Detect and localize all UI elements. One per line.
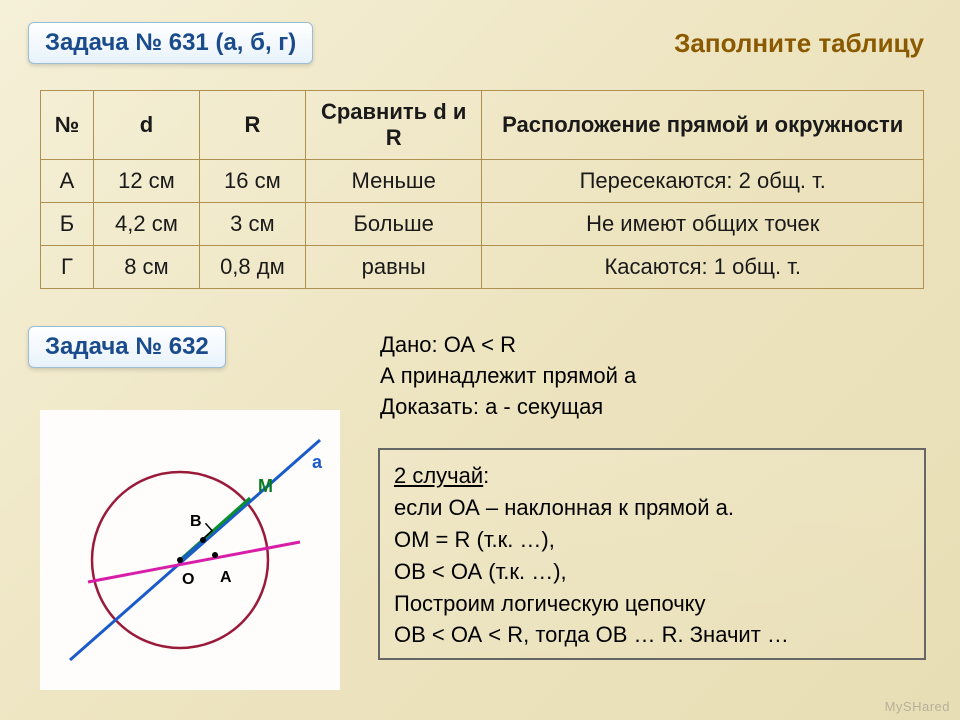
- table-cell: 0,8 дм: [199, 246, 305, 289]
- table-cell: Касаются: 1 общ. т.: [482, 246, 924, 289]
- table-row: Б4,2 см3 смБольшеНе имеют общих точек: [41, 203, 924, 246]
- watermark: MySHared: [885, 699, 950, 714]
- diagram-svg: M B O Aa: [40, 410, 340, 690]
- table-cell: Больше: [305, 203, 482, 246]
- fill-table-title: Заполните таблицу: [674, 28, 924, 59]
- case2-l1: если ОА – наклонная к прямой а.: [394, 492, 910, 524]
- table-body: А12 см16 смМеньшеПересекаются: 2 общ. т.…: [41, 160, 924, 289]
- svg-text:A: A: [220, 569, 232, 586]
- case2-l2: ОМ = R (т.к. …),: [394, 524, 910, 556]
- table-cell: Меньше: [305, 160, 482, 203]
- table-cell: 16 см: [199, 160, 305, 203]
- svg-text:a: a: [312, 452, 323, 472]
- table-row: А12 см16 смМеньшеПересекаются: 2 общ. т.: [41, 160, 924, 203]
- col-d: d: [93, 91, 199, 160]
- given-line2: А принадлежит прямой а: [380, 361, 636, 392]
- col-R: R: [199, 91, 305, 160]
- table-cell: равны: [305, 246, 482, 289]
- table-cell: 3 см: [199, 203, 305, 246]
- case2-box: 2 случай: если ОА – наклонная к прямой а…: [378, 448, 926, 660]
- table-cell: А: [41, 160, 94, 203]
- task-badge-631: Задача № 631 (а, б, г): [28, 22, 313, 64]
- given-line1: Дано: ОА < R: [380, 330, 636, 361]
- table-cell: Не имеют общих точек: [482, 203, 924, 246]
- col-compare: Сравнить d и R: [305, 91, 482, 160]
- case2-l4: Построим логическую цепочку: [394, 588, 910, 620]
- col-number: №: [41, 91, 94, 160]
- given-line3: Доказать: а - секущая: [380, 392, 636, 423]
- case2-title: 2 случай: [394, 463, 483, 488]
- comparison-table: № d R Сравнить d и R Расположение прямой…: [40, 90, 924, 289]
- given-block: Дано: ОА < R А принадлежит прямой а Дока…: [380, 330, 636, 422]
- case2-l3: ОВ < ОА (т.к. …),: [394, 556, 910, 588]
- task-badge-632: Задача № 632: [28, 326, 226, 368]
- table-cell: 12 см: [93, 160, 199, 203]
- table-cell: 8 см: [93, 246, 199, 289]
- svg-text:O: O: [182, 571, 194, 588]
- case2-l5: ОВ < ОА < R, тогда ОВ … R. Значит …: [394, 619, 910, 651]
- svg-text:B: B: [190, 513, 202, 530]
- table-row: Г8 см0,8 дмравныКасаются: 1 общ. т.: [41, 246, 924, 289]
- table-header-row: № d R Сравнить d и R Расположение прямой…: [41, 91, 924, 160]
- table-cell: Г: [41, 246, 94, 289]
- table-cell: Пересекаются: 2 общ. т.: [482, 160, 924, 203]
- table-cell: 4,2 см: [93, 203, 199, 246]
- svg-text:M: M: [258, 476, 273, 496]
- table-cell: Б: [41, 203, 94, 246]
- geometry-diagram: M B O Aa: [40, 410, 340, 690]
- col-position: Расположение прямой и окружности: [482, 91, 924, 160]
